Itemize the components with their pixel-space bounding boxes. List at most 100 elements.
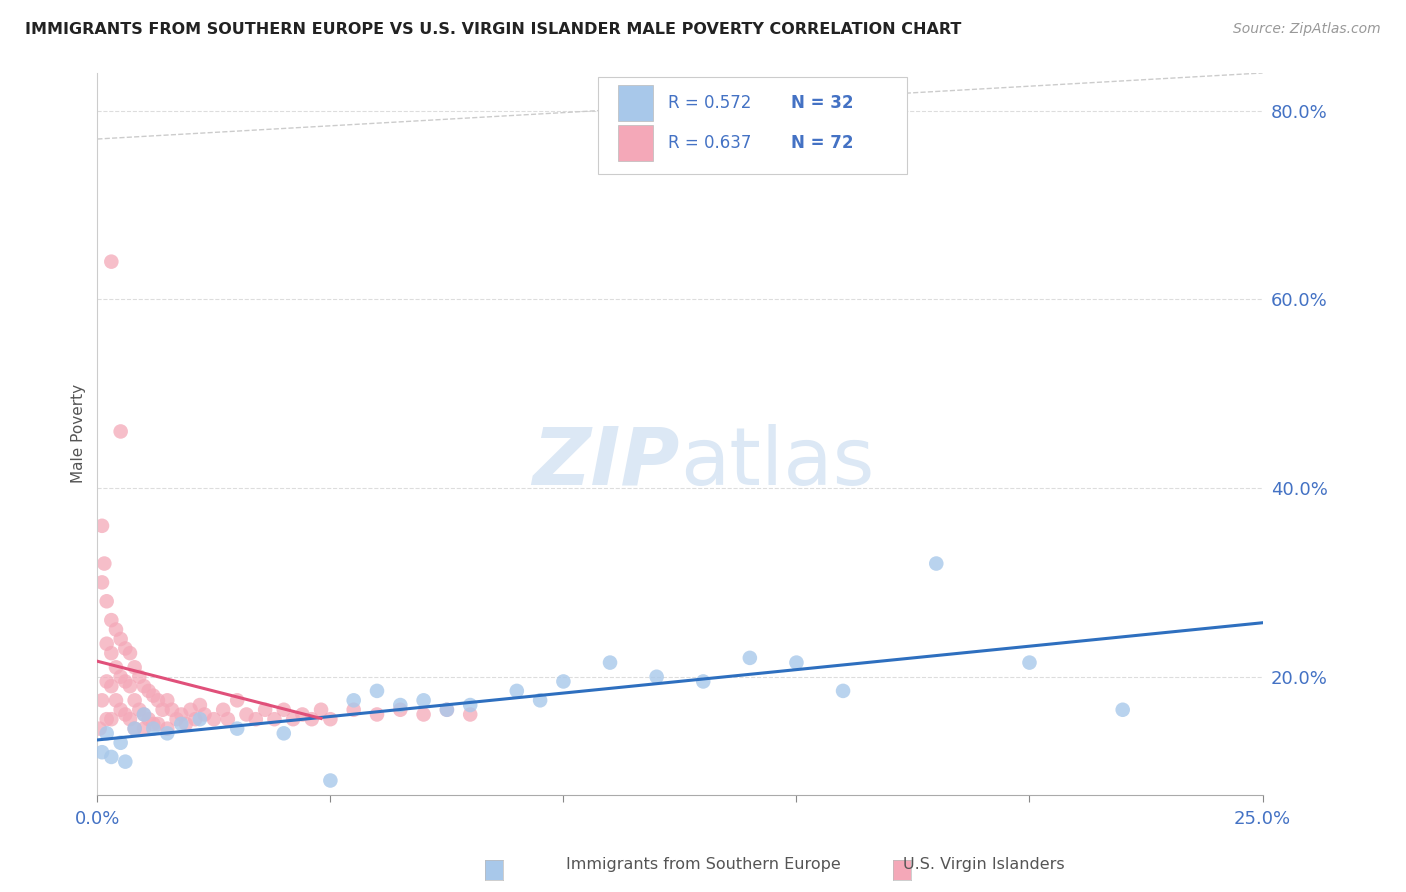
Point: [184, 712, 207, 726]
Point: [104, 623, 127, 637]
Point: [202, 712, 225, 726]
Text: ZIP: ZIP: [533, 424, 681, 501]
Point: [124, 722, 146, 736]
Point: [235, 707, 257, 722]
Point: [785, 656, 807, 670]
Point: [273, 703, 295, 717]
Point: [124, 693, 146, 707]
Point: [96, 726, 118, 740]
Point: [100, 646, 122, 660]
Point: [170, 717, 193, 731]
Point: [156, 722, 179, 736]
Point: [319, 773, 342, 788]
Point: [160, 703, 183, 717]
Text: N = 72: N = 72: [790, 135, 853, 153]
Point: [104, 660, 127, 674]
Point: [100, 750, 122, 764]
FancyBboxPatch shape: [619, 125, 654, 161]
Point: [692, 674, 714, 689]
Point: [458, 707, 481, 722]
Point: [110, 670, 132, 684]
Text: N = 32: N = 32: [790, 94, 853, 112]
Point: [188, 698, 211, 712]
Text: R = 0.572: R = 0.572: [668, 94, 752, 112]
Point: [146, 693, 169, 707]
Point: [114, 755, 136, 769]
Point: [832, 684, 855, 698]
Point: [110, 632, 132, 646]
Point: [124, 722, 146, 736]
Point: [226, 722, 249, 736]
Point: [91, 518, 114, 533]
Point: [309, 703, 332, 717]
Point: [100, 712, 122, 726]
Point: [96, 594, 118, 608]
Point: [114, 641, 136, 656]
Point: [124, 660, 146, 674]
Point: [281, 712, 304, 726]
Point: [156, 726, 179, 740]
Point: [366, 707, 388, 722]
Point: [89, 722, 111, 736]
Point: [212, 703, 235, 717]
Point: [319, 712, 342, 726]
Point: [599, 656, 621, 670]
Text: Immigrants from Southern Europe: Immigrants from Southern Europe: [565, 857, 841, 872]
Point: [110, 703, 132, 717]
Point: [188, 712, 211, 726]
Point: [118, 646, 141, 660]
Point: [529, 693, 551, 707]
Point: [226, 693, 249, 707]
Point: [217, 712, 239, 726]
Point: [118, 679, 141, 693]
Point: [132, 707, 155, 722]
Point: [100, 254, 122, 268]
Point: [100, 613, 122, 627]
Point: [152, 703, 174, 717]
FancyBboxPatch shape: [619, 85, 654, 120]
Point: [132, 707, 155, 722]
Point: [389, 698, 412, 712]
Point: [301, 712, 323, 726]
Point: [458, 698, 481, 712]
Point: [343, 693, 366, 707]
Text: Source: ZipAtlas.com: Source: ZipAtlas.com: [1233, 22, 1381, 37]
Point: [114, 707, 136, 722]
Point: [110, 425, 132, 439]
Point: [91, 575, 114, 590]
Point: [180, 703, 202, 717]
Point: [132, 722, 155, 736]
Point: [96, 637, 118, 651]
Point: [142, 722, 165, 736]
Text: U.S. Virgin Islanders: U.S. Virgin Islanders: [904, 857, 1064, 872]
Point: [96, 712, 118, 726]
Point: [273, 726, 295, 740]
Point: [412, 707, 434, 722]
Point: [245, 712, 267, 726]
Point: [553, 674, 575, 689]
Point: [925, 557, 948, 571]
Point: [142, 689, 165, 703]
Text: atlas: atlas: [681, 424, 875, 501]
Point: [506, 684, 529, 698]
Point: [114, 674, 136, 689]
FancyBboxPatch shape: [599, 77, 907, 174]
Point: [138, 684, 160, 698]
Point: [738, 651, 761, 665]
Point: [91, 693, 114, 707]
Point: [263, 712, 285, 726]
Point: [138, 712, 160, 726]
Point: [1112, 703, 1135, 717]
Point: [93, 557, 115, 571]
Point: [412, 693, 434, 707]
Point: [436, 703, 458, 717]
Point: [128, 703, 150, 717]
Point: [96, 674, 118, 689]
Point: [91, 745, 114, 759]
Point: [343, 703, 366, 717]
Point: [100, 679, 122, 693]
Point: [436, 703, 458, 717]
Point: [254, 703, 277, 717]
Point: [146, 717, 169, 731]
Point: [1018, 656, 1040, 670]
